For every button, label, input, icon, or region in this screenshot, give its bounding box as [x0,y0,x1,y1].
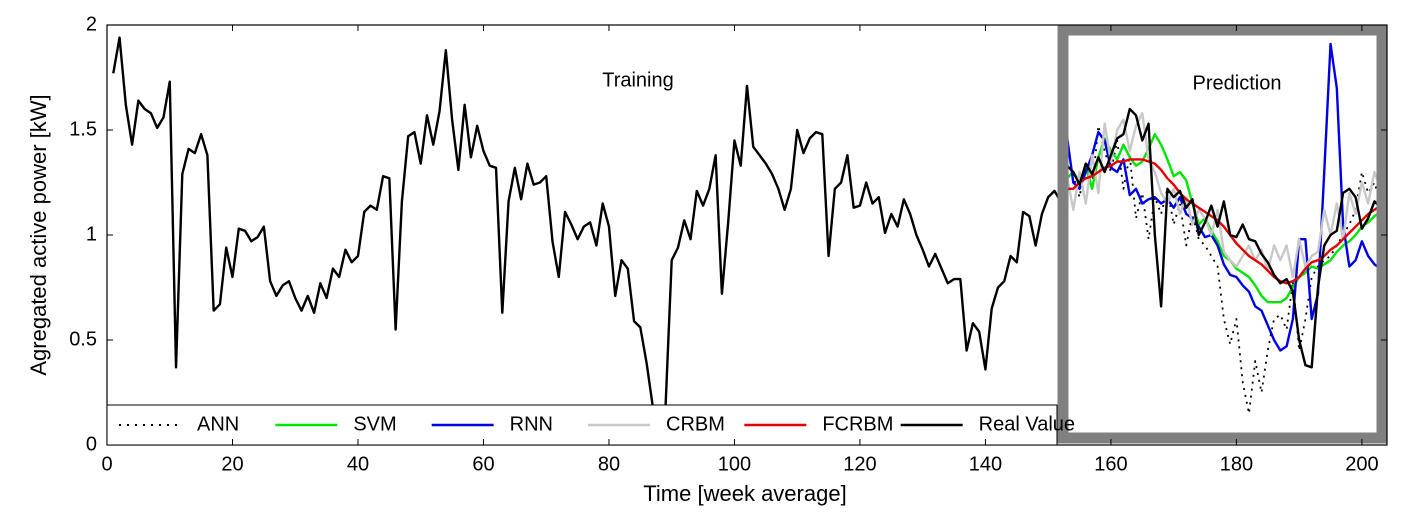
x-tick-label: 180 [1220,453,1253,475]
legend-label: ANN [197,413,239,435]
x-tick-label: 100 [718,453,751,475]
series-line [112,36,1382,426]
legend-label: Real Value [979,413,1075,435]
legend-label: SVM [353,413,396,435]
x-tick-label: 160 [1094,453,1127,475]
series-line [1066,124,1382,415]
legend-label: FCRBM [822,413,893,435]
y-tick-label: 1 [86,223,97,245]
x-tick-label: 60 [472,453,494,475]
x-tick-label: 120 [843,453,876,475]
series-line [1066,132,1382,304]
legend-label: CRBM [666,413,725,435]
y-tick-label: 2 [86,13,97,35]
x-tick-label: 0 [101,453,112,475]
legend-label: RNN [510,413,553,435]
legend-box [106,404,1058,446]
series-line [1065,111,1382,279]
x-tick-label: 20 [221,453,243,475]
x-tick-label: 140 [969,453,1002,475]
y-tick-label: 0 [86,433,97,455]
annotation: Training [602,69,674,91]
series-layer [112,36,1382,426]
y-tick-label: 1.5 [69,118,97,140]
series-line [1067,158,1382,285]
x-tick-label: 40 [347,453,369,475]
y-axis-label: Agregated active power [kW] [26,94,51,375]
prediction-box [1057,24,1388,444]
y-tick-label: 0.5 [69,328,97,350]
series-line [1065,42,1382,352]
x-tick-label: 200 [1345,453,1378,475]
x-tick-label: 80 [598,453,620,475]
legend: ANN SVM RNN CRBM FCRBM Real Value [106,404,1075,446]
x-axis-label: Time [week average] [643,481,846,506]
annotation: Prediction [1193,72,1282,94]
